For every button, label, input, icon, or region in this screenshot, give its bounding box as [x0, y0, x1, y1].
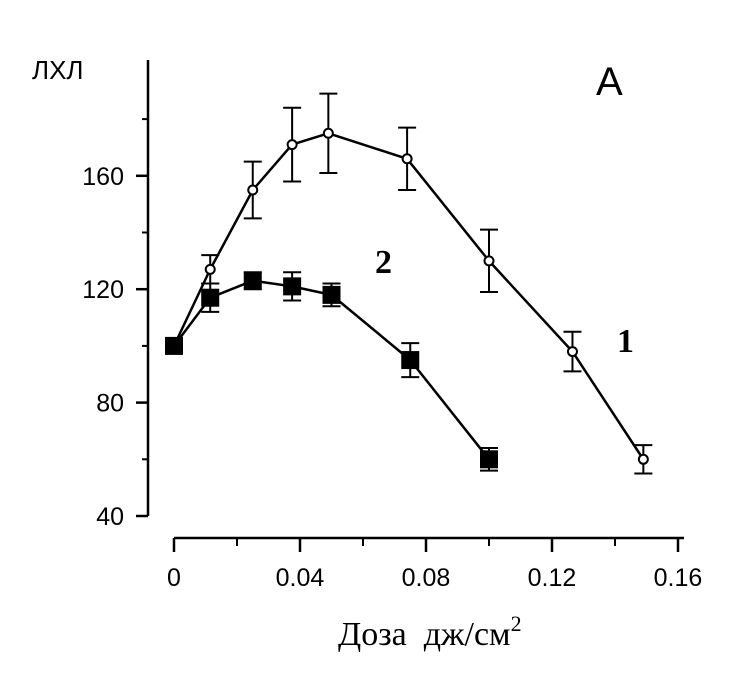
series-group: [165, 92, 653, 475]
series-2-line: [173, 279, 490, 461]
series-1-point: [322, 127, 334, 139]
series-1-line: [172, 132, 645, 460]
x-axis-label: Доза дж/см2: [338, 611, 522, 653]
y-tick-label-120: 120: [82, 276, 124, 304]
series-1-point: [401, 153, 413, 165]
series-2-point: [165, 336, 183, 355]
series-1-point: [483, 255, 495, 267]
series-1-point: [204, 263, 216, 275]
x-tick-label-0: 0: [167, 564, 181, 592]
y-axis-label: ЛХЛ: [32, 55, 83, 85]
panel-label: А: [596, 60, 623, 104]
series-2-label: 2: [375, 244, 392, 281]
series-2-point: [480, 450, 498, 469]
series-2-point: [401, 351, 420, 370]
y-ticks: 40 80 120 160: [82, 118, 148, 531]
y-tick-label-80: 80: [96, 390, 124, 418]
x-ticks: 0 0.04 0.08 0.12 0.16: [167, 538, 702, 592]
x-tick-label-4: 0.16: [654, 564, 703, 592]
x-axis-label-superscript: 2: [511, 611, 522, 636]
y-tick-label-160: 160: [82, 163, 124, 191]
series-2-point: [283, 277, 302, 296]
series-1-point: [286, 139, 298, 151]
series-2-point: [322, 285, 341, 304]
series-2-point: [201, 288, 220, 307]
series-1-label: 1: [617, 323, 634, 360]
series-2-point: [243, 271, 262, 290]
x-axis-label-main: Доза дж/см: [338, 616, 511, 653]
x-tick-label-3: 0.12: [528, 564, 577, 592]
x-tick-label-2: 0.08: [402, 564, 451, 592]
axes: [146, 60, 684, 540]
series-1-point: [566, 346, 578, 358]
series-1-point: [247, 184, 259, 196]
y-tick-label-40: 40: [96, 503, 124, 531]
x-tick-label-1: 0.04: [276, 564, 325, 592]
series-1-point: [637, 453, 649, 465]
